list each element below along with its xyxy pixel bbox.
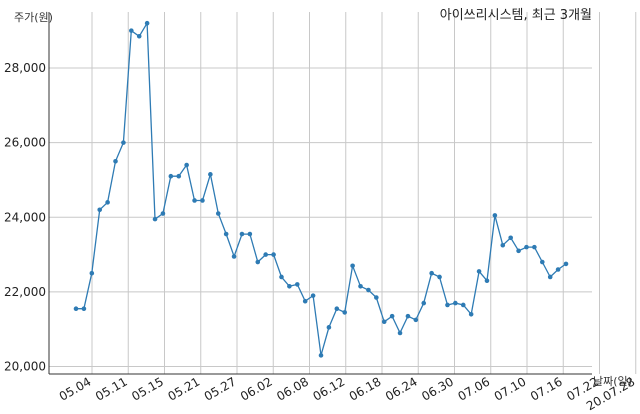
x-tick-label: 06.18 [347,374,384,403]
price-point [263,252,268,257]
price-point [445,302,450,308]
price-point [239,231,245,237]
price-point [168,173,174,179]
price-point [287,283,292,289]
x-tick-label: 07.06 [455,374,492,403]
x-tick-labels: 05.04 05.11 05.15 05.21 05.27 06.02 06.08 06.12… [57,374,638,413]
price-point [81,306,87,311]
price-point [184,162,189,168]
price-point [421,300,427,306]
price-point [516,248,521,254]
price-point [397,330,403,336]
x-tick-label: 06.08 [274,374,311,403]
price-point [279,274,284,280]
price-point [89,270,95,276]
x-tick-label: 07.10 [492,374,529,403]
price-point [113,158,118,164]
price-point [136,33,142,39]
y-tick-label: 26,000 [4,136,46,150]
price-point [326,325,332,330]
y-tick-label: 22,000 [4,285,46,299]
chart-title: 아이쓰리시스템, 최근 3개월 [440,8,592,23]
price-point [223,231,229,237]
y-axis-label: 주가(원) [14,11,53,24]
axes [48,12,592,375]
price-point [342,310,348,315]
x-tick-label: 06.12 [310,374,347,403]
price-point [381,319,387,325]
price-point [453,300,458,306]
price-point [105,200,110,205]
price-point [366,287,371,293]
price-point [310,293,316,298]
price-point [350,263,355,269]
y-tick-label: 24,000 [4,210,46,224]
price-point [460,302,466,308]
price-point [160,211,166,216]
grid-lines [49,12,637,374]
price-point [358,283,363,289]
price-point [468,311,474,317]
price-point [334,306,340,311]
price-point [231,254,237,259]
x-tick-label: 05.15 [129,374,166,403]
price-point [389,313,395,319]
price-point [437,274,442,280]
price-point [152,216,158,222]
price-point [271,252,276,257]
price-point [532,244,537,250]
price-point [563,261,569,267]
price-point [192,198,197,203]
price-point [97,207,103,213]
price-point [429,270,434,276]
price-point [318,353,324,358]
price-point [176,173,182,179]
price-point [294,282,300,287]
price-point [405,313,411,319]
x-tick-label: 06.02 [238,374,275,403]
price-point [129,28,134,33]
x-tick-label: 05.04 [57,374,94,403]
x-tick-label: 05.27 [202,374,239,403]
price-point [247,231,253,237]
price-point [484,278,490,284]
price-point [208,172,213,177]
price-point [492,213,498,218]
x-tick-label: 06.24 [383,374,420,403]
x-axis-label: 날짜(일) [593,374,632,388]
y-tick-labels: 20,000 22,000 24,000 26,000 28,000 [4,61,46,374]
price-point [476,269,482,274]
price-point [539,259,545,265]
price-line [76,21,567,356]
price-point [302,298,308,304]
price-point [121,140,126,145]
price-point [200,198,205,203]
price-point [555,267,561,272]
x-tick-label: 05.11 [93,374,130,403]
price-series [73,20,569,358]
x-tick-label: 06.30 [419,374,456,403]
price-point [413,317,419,323]
y-tick-label: 20,000 [4,360,46,374]
price-point [73,306,79,311]
price-point [374,295,379,300]
price-point [500,242,506,248]
price-point [508,235,513,241]
price-point [524,244,529,250]
y-tick-label: 28,000 [4,61,46,75]
price-point [144,20,150,26]
x-tick-label: 05.21 [165,374,202,403]
price-point [547,274,553,280]
price-point [255,259,261,265]
price-point [215,211,221,216]
x-tick-label: 07.16 [528,374,565,403]
